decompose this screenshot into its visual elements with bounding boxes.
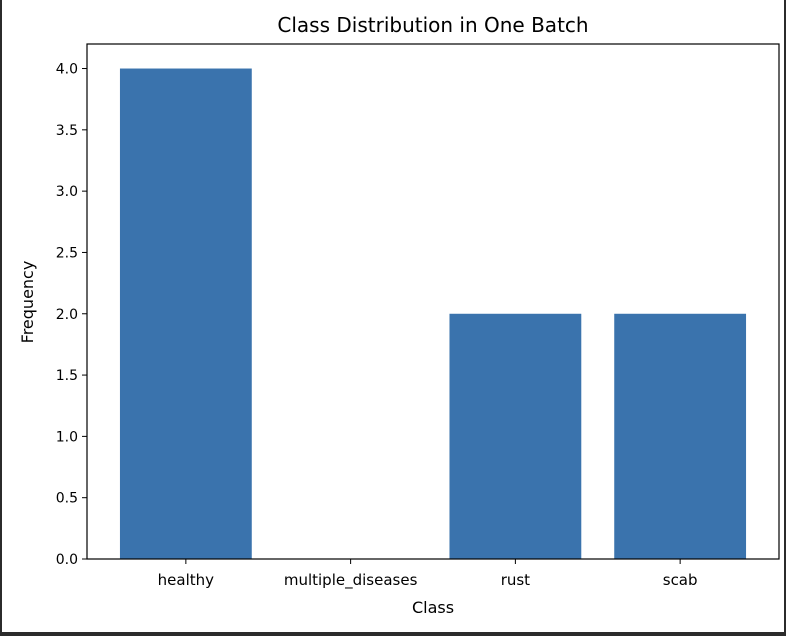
x-axis-ticks: healthy multiple_diseases rust scab (158, 559, 698, 590)
y-tick-label: 3.5 (56, 123, 78, 139)
bar-healthy (119, 68, 252, 560)
y-tick-label: 3.0 (56, 184, 78, 200)
bar-rust (449, 313, 582, 559)
chart-title: Class Distribution in One Batch (277, 13, 588, 37)
x-tick-label: multiple_diseases (284, 571, 418, 590)
x-tick-label: rust (501, 571, 530, 589)
y-axis-label: Frequency (18, 261, 37, 344)
x-tick-label: healthy (158, 571, 214, 589)
bar-scab (614, 313, 747, 559)
y-tick-label: 1.5 (56, 368, 78, 384)
y-tick-label: 2.5 (56, 245, 78, 261)
x-axis-label: Class (412, 598, 454, 617)
y-tick-label: 4.0 (56, 62, 78, 78)
axes-frame (86, 43, 780, 560)
x-tick-label: scab (663, 571, 698, 589)
y-tick-label: 0.5 (56, 491, 78, 507)
y-tick-label: 0.0 (56, 552, 78, 568)
y-axis-ticks: 0.0 0.5 1.0 1.5 2.0 2.5 3.0 3.5 4.0 (56, 62, 87, 568)
bars-group (119, 68, 747, 560)
y-tick-label: 1.0 (56, 429, 78, 445)
y-tick-label: 2.0 (56, 307, 78, 323)
